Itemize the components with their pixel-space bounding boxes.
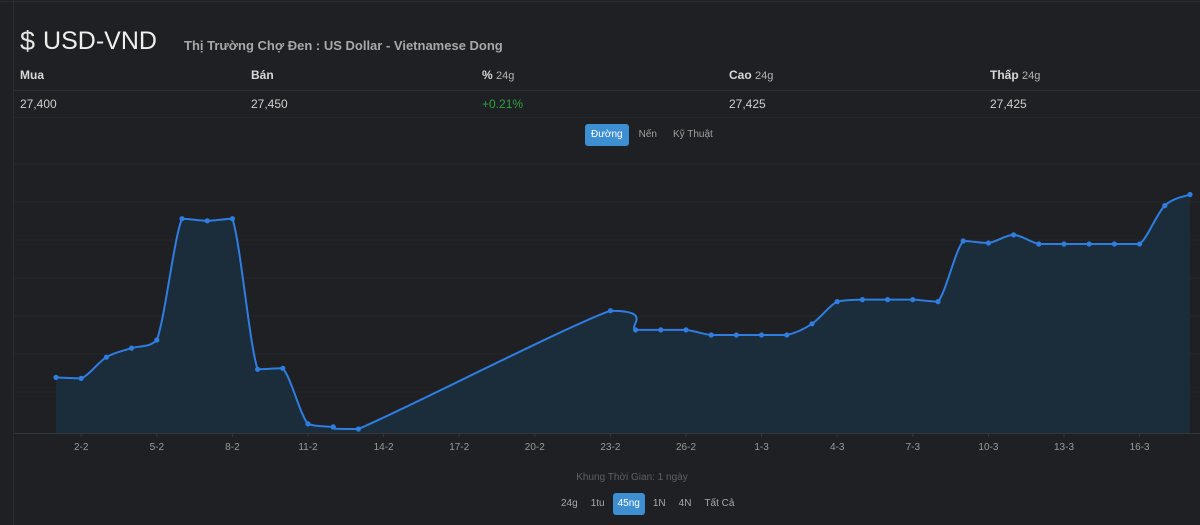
- x-tick-label-2: 8-2: [225, 442, 240, 453]
- data-point-27: [960, 238, 966, 244]
- x-tick-label-3: 11-2: [298, 442, 318, 453]
- range-all[interactable]: Tất Cả: [704, 498, 735, 509]
- data-point-8: [255, 366, 261, 372]
- data-point-20: [784, 332, 790, 338]
- data-point-2: [103, 354, 109, 360]
- stats-values-row: 27,400 27,450 +0.21% 27,425 27,425: [20, 97, 1200, 115]
- data-point-3: [129, 345, 135, 351]
- chart-points: [53, 191, 1193, 432]
- timeframe-label: Khung Thời Gian: 1 ngày: [576, 472, 688, 483]
- data-point-26: [935, 299, 941, 305]
- sell-label: Bán: [251, 68, 274, 82]
- data-point-19: [759, 332, 765, 338]
- market-subtitle: Thị Trường Chợ Đen : US Dollar - Vietnam…: [184, 38, 503, 53]
- data-point-21: [809, 321, 815, 327]
- data-point-25: [910, 297, 916, 303]
- high-label: Cao 24g: [729, 68, 773, 82]
- change-label: % 24g: [482, 68, 514, 82]
- price-chart: 2-2 5-2 8-2 11-2 14-2 17-2 20-2 23-2 26-2 1-3 4-3 7…: [14, 163, 1200, 453]
- data-point-13: [607, 308, 614, 314]
- x-tick-label-4: 14-2: [374, 442, 394, 453]
- data-point-9: [280, 365, 286, 371]
- range-tabs: 24g 1tu 45ng 1N 4N Tất Cả: [556, 493, 739, 515]
- data-point-7: [229, 216, 235, 222]
- x-tick-label-13: 13-3: [1054, 442, 1074, 453]
- change-value: +0.21%: [482, 97, 524, 111]
- x-tick-label-5: 17-2: [449, 442, 469, 453]
- sell-value: 27,450: [251, 97, 288, 111]
- x-tick-label-1: 5-2: [150, 442, 165, 453]
- range-45d[interactable]: 45ng: [612, 493, 645, 515]
- x-tick-label-9: 1-3: [754, 442, 769, 453]
- data-point-11: [330, 424, 336, 430]
- range-1w[interactable]: 1tu: [590, 498, 605, 509]
- low-label-text: Thấp: [990, 68, 1019, 82]
- data-point-34: [1137, 241, 1143, 247]
- low-unit: 24g: [1022, 70, 1041, 82]
- data-point-33: [1111, 241, 1117, 247]
- divider: [14, 117, 1200, 118]
- change-label-text: %: [482, 68, 493, 82]
- tab-line[interactable]: Đường: [585, 124, 629, 146]
- data-point-31: [1061, 241, 1067, 247]
- data-point-32: [1086, 241, 1092, 247]
- x-tick-label-10: 4-3: [830, 442, 845, 453]
- range-1y[interactable]: 1N: [652, 498, 666, 509]
- x-axis-ticks: 2-2 5-2 8-2 11-2 14-2 17-2 20-2 23-2 26-2 1-3 4-3 7…: [74, 433, 1150, 453]
- x-tick-label-14: 16-3: [1130, 442, 1150, 453]
- data-point-4: [154, 337, 160, 343]
- low-label: Thấp 24g: [990, 68, 1040, 82]
- data-point-30: [1036, 241, 1042, 247]
- data-point-36: [1187, 191, 1193, 198]
- data-point-0: [53, 374, 59, 380]
- x-tick-label-7: 23-2: [600, 442, 620, 453]
- data-point-10: [305, 421, 311, 427]
- high-unit: 24g: [755, 70, 774, 82]
- data-point-23: [859, 297, 866, 303]
- x-tick-label-6: 20-2: [525, 442, 545, 453]
- tab-candle[interactable]: Nến: [638, 129, 657, 140]
- tab-technical[interactable]: Kỹ Thuật: [672, 129, 713, 140]
- range-4y[interactable]: 4N: [678, 498, 692, 509]
- range-24h[interactable]: 24g: [561, 498, 578, 509]
- header: $ USD-VND: [20, 24, 157, 58]
- data-point-22: [834, 299, 840, 305]
- change-unit: 24g: [496, 70, 515, 82]
- data-point-35: [1162, 203, 1168, 209]
- data-point-6: [204, 218, 210, 224]
- chart-type-tabs: Đường Nến Kỹ Thuật: [585, 124, 719, 146]
- x-tick-label-0: 2-2: [74, 442, 89, 453]
- x-tick-label-11: 7-3: [906, 442, 921, 453]
- x-tick-label-8: 26-2: [676, 442, 696, 453]
- data-point-12: [355, 426, 361, 432]
- buy-value: 27,400: [20, 97, 57, 111]
- x-tick-label-12: 10-3: [978, 442, 998, 453]
- pair-title: USD-VND: [43, 26, 157, 55]
- data-point-29: [1011, 232, 1017, 238]
- data-point-24: [885, 297, 891, 303]
- high-label-text: Cao: [729, 68, 752, 82]
- data-point-17: [708, 332, 714, 338]
- high-value: 27,425: [729, 97, 766, 111]
- data-point-28: [985, 240, 992, 246]
- buy-label: Mua: [20, 68, 44, 82]
- chart-area-fill: [56, 194, 1190, 433]
- data-point-15: [658, 327, 664, 333]
- low-value: 27,425: [990, 97, 1027, 111]
- data-point-5: [179, 216, 185, 222]
- divider: [14, 90, 1200, 91]
- data-point-14: [633, 327, 639, 333]
- data-point-16: [683, 327, 689, 333]
- data-point-1: [78, 375, 84, 381]
- dollar-icon: $: [20, 25, 36, 56]
- data-point-18: [733, 332, 740, 338]
- stats-header-row: Mua Bán % 24g Cao 24g Thấp 24g: [20, 68, 1200, 90]
